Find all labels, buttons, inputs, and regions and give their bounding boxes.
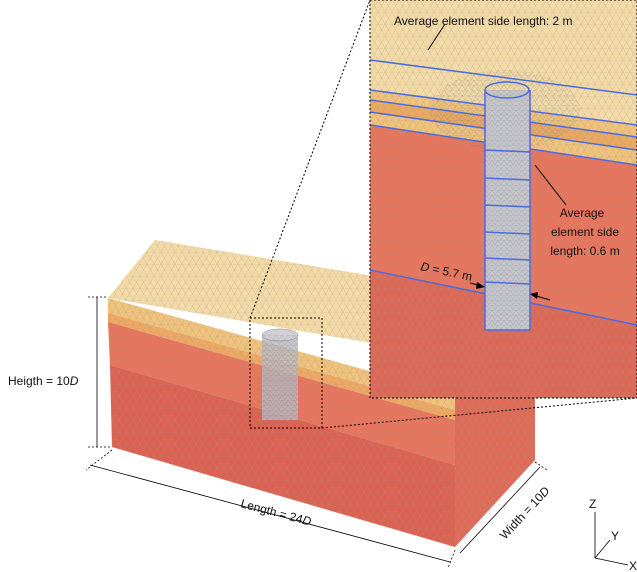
figure: Average element side length: 2 m Average… xyxy=(0,0,637,572)
text-part: Width = 10 xyxy=(497,490,547,542)
inset: Average element side length: 2 m Average… xyxy=(370,0,637,398)
axis-z: Z xyxy=(589,497,596,511)
coarse-mesh-label: Average element side length: 2 m xyxy=(394,14,573,28)
fine-mesh-label: Average xyxy=(560,206,605,220)
height-label: Heigth = 10D xyxy=(8,374,79,388)
axis-y: Y xyxy=(611,529,619,543)
fine-mesh-label: element side xyxy=(551,225,619,239)
fine-mesh-label: length: 0.6 m xyxy=(550,244,619,258)
text-part: Heigth = 10 xyxy=(8,374,70,388)
text-part: D xyxy=(70,374,79,388)
axis-x: X xyxy=(629,559,637,572)
width-label: Width = 10D xyxy=(497,484,553,542)
text-part: Length = 24 xyxy=(239,496,304,526)
